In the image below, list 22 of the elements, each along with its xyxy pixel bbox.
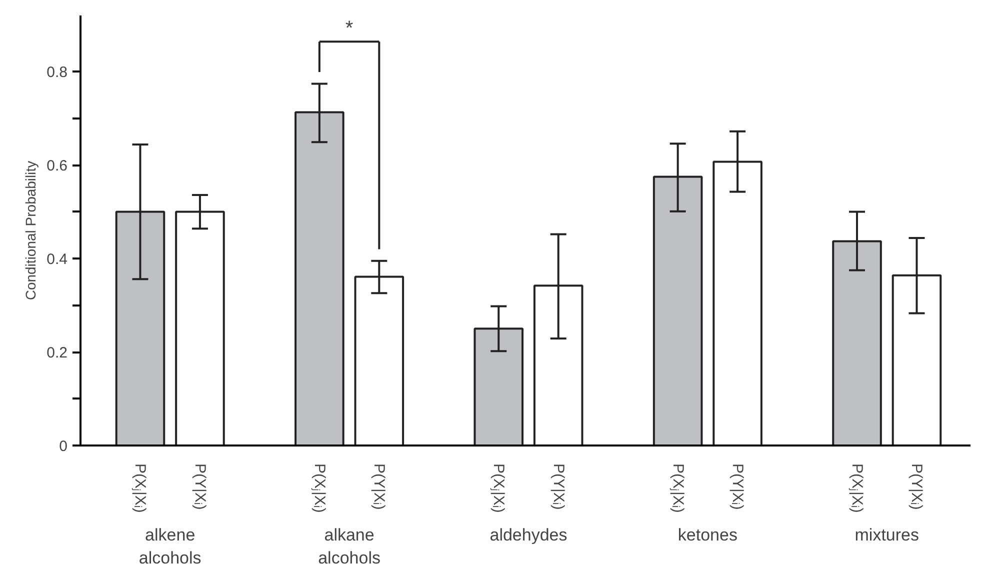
text: P(Xⱼ|Xᵢ) <box>848 464 866 513</box>
y-tick-label: 0.6 <box>46 158 68 175</box>
text: P(Y|Xᵢ) <box>370 464 388 510</box>
x-tick-label: mixtures <box>854 526 919 544</box>
text: P(Y|Xᵢ) <box>908 464 926 510</box>
y-axis-title: Conditional Probability <box>22 160 39 300</box>
x-tick-label: alkene alcohols <box>138 526 202 568</box>
y-tick-label: 0.4 <box>46 251 68 268</box>
y-tick-label: 0 <box>59 438 68 455</box>
text: P(Y|Xᵢ) <box>191 464 208 510</box>
text: P(Xⱼ|Xᵢ) <box>132 464 149 513</box>
text: P(Y|Xᵢ) <box>729 464 746 510</box>
y-tick-label: 0.2 <box>46 344 68 362</box>
text: P(Xⱼ|Xᵢ) <box>310 464 328 513</box>
x-tick-label: aldehydes <box>490 526 568 544</box>
x-tick-label: ketones <box>678 526 738 544</box>
text: P(Xⱼ|Xᵢ) <box>669 464 686 513</box>
x-tick-label: alkane alcohols <box>318 526 380 568</box>
text: P(Xⱼ|Xᵢ) <box>490 464 508 513</box>
y-tick-label: 0.8 <box>46 64 68 82</box>
text: P(Y|Xᵢ) <box>550 464 567 510</box>
annotation: * <box>345 18 354 40</box>
